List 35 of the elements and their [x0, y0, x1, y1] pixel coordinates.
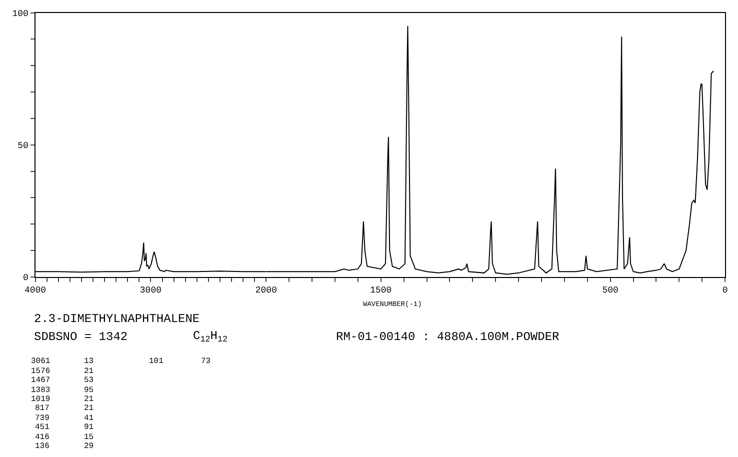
text: RM-01-00140 : 4880A.100M.POWDER: [336, 330, 560, 344]
text: 1383: [31, 386, 50, 395]
text: 91: [84, 423, 94, 432]
text: SDBSNO = 1342: [34, 330, 128, 344]
text: 15: [84, 433, 94, 442]
text: 817: [35, 404, 50, 413]
text: 1576: [31, 367, 50, 376]
text: 1019: [31, 395, 50, 404]
x-tick-label: 1500: [370, 286, 392, 296]
text: 41: [84, 414, 94, 423]
text: 136: [35, 442, 50, 451]
x-tick-label: 3000: [140, 286, 162, 296]
text: 21: [84, 395, 94, 404]
text: C$_{12}$H$_{12}$: [193, 329, 228, 345]
x-tick-label: 4000: [24, 286, 46, 296]
text: 21: [84, 404, 94, 413]
text: 53: [84, 376, 94, 385]
y-tick-label: 50: [18, 141, 28, 152]
x-tick-label: 2000: [255, 286, 277, 296]
text: 101: [149, 357, 164, 366]
x-tick-label: 0: [722, 286, 728, 296]
y-tick-label: 100: [12, 8, 28, 19]
text: 1467: [31, 376, 50, 385]
text: 3061: [31, 357, 50, 366]
text: 95: [84, 386, 94, 395]
text: 13: [84, 357, 94, 366]
y-tick-label: 0: [23, 273, 28, 284]
text: 416: [35, 433, 50, 442]
x-tick-label: 500: [602, 286, 618, 296]
text: 451: [35, 423, 50, 432]
text: 29: [84, 442, 94, 451]
text: 739: [35, 414, 50, 423]
text: 2.3-DIMETHYLNAPHTHALENE: [34, 312, 200, 326]
text: 21: [84, 367, 94, 376]
text: 73: [201, 357, 211, 366]
